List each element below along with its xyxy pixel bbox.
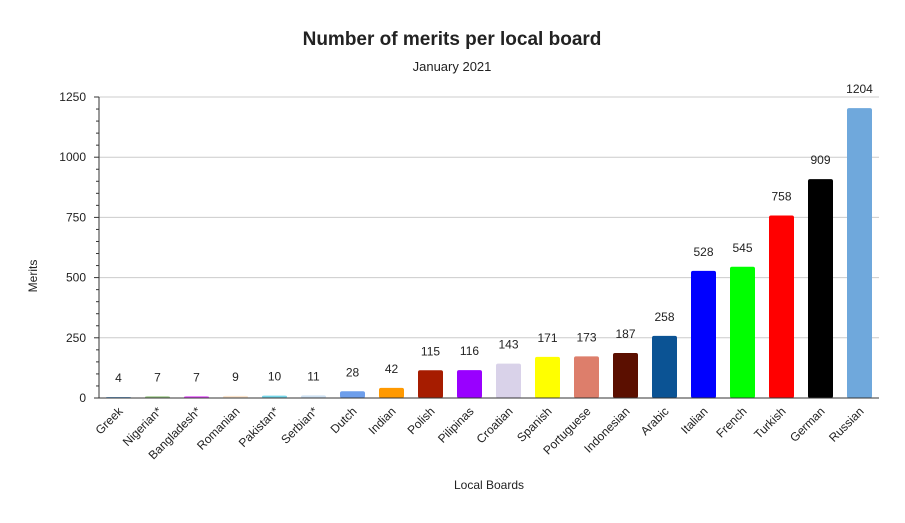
data-label: 545 xyxy=(732,241,752,255)
bar xyxy=(262,395,287,398)
x-tick-label: German xyxy=(787,404,828,445)
bar xyxy=(223,395,248,398)
bar xyxy=(301,395,326,398)
bar xyxy=(613,352,638,398)
data-label: 171 xyxy=(537,331,557,345)
bar xyxy=(847,108,872,399)
y-axis-title: Merits xyxy=(26,260,40,293)
data-label: 4 xyxy=(115,371,122,385)
y-tick-label: 1000 xyxy=(59,150,86,164)
data-label: 11 xyxy=(307,369,320,383)
bar xyxy=(379,387,404,398)
y-tick-label: 750 xyxy=(66,210,86,224)
bar xyxy=(808,179,833,398)
y-tick-label: 1250 xyxy=(59,90,86,104)
data-label: 909 xyxy=(810,153,830,167)
x-tick-label: Italian xyxy=(678,404,711,437)
data-label: 115 xyxy=(421,344,440,358)
bars xyxy=(106,108,872,399)
data-label: 173 xyxy=(576,330,596,344)
x-tick-label: Croatian xyxy=(474,404,516,446)
bar xyxy=(769,215,794,398)
y-tick-label: 0 xyxy=(79,391,86,405)
x-tick-label: Polish xyxy=(405,404,438,437)
data-label: 42 xyxy=(385,362,399,376)
x-tick-label: Russian xyxy=(826,404,867,445)
x-tick-label: French xyxy=(713,404,749,440)
x-tick-label: Serbian* xyxy=(278,404,321,447)
data-label: 7 xyxy=(154,370,161,384)
data-label: 528 xyxy=(693,245,713,259)
data-label: 10 xyxy=(268,370,282,384)
data-label: 1204 xyxy=(846,82,873,96)
x-tick-label: Pakistan* xyxy=(236,404,282,450)
x-tick-label: Romanian xyxy=(194,404,243,453)
gridlines xyxy=(99,96,879,339)
bar xyxy=(691,270,716,398)
bar xyxy=(496,363,521,398)
bar xyxy=(652,335,677,398)
x-tick-label: Turkish xyxy=(751,404,788,441)
y-tick-label: 500 xyxy=(66,271,86,285)
y-axis-ticks: 0 250 500 750 1000 1250 xyxy=(59,90,99,405)
bar xyxy=(574,356,599,398)
bar xyxy=(535,356,560,398)
data-label: 258 xyxy=(654,310,674,324)
data-labels: 4 7 7 9 10 11 28 42 115 116 143 171 173 187 258 528 545 7… xyxy=(115,82,873,385)
data-label: 143 xyxy=(498,338,518,352)
x-tick-label: Greek xyxy=(93,404,127,438)
x-tick-label: Pilipinas xyxy=(435,404,477,446)
chart-subtitle: January 2021 xyxy=(413,59,492,74)
bar xyxy=(457,370,482,398)
data-label: 758 xyxy=(771,189,791,203)
data-label: 7 xyxy=(193,370,200,384)
x-axis-labels: GreekNigerian*Bangladesh*RomanianPakista… xyxy=(93,404,867,463)
bar xyxy=(340,391,365,398)
data-label: 9 xyxy=(232,370,239,384)
chart-title: Number of merits per local board xyxy=(303,29,602,50)
y-tick-label: 250 xyxy=(66,331,86,345)
data-label: 28 xyxy=(346,365,360,379)
data-label: 116 xyxy=(460,344,479,358)
bar xyxy=(418,370,443,398)
x-tick-label: Indian xyxy=(366,404,399,437)
x-tick-label: Arabic xyxy=(638,404,672,438)
x-tick-label: Dutch xyxy=(328,404,360,436)
x-axis-title: Local Boards xyxy=(454,478,524,492)
bar xyxy=(730,266,755,398)
data-label: 187 xyxy=(615,327,635,341)
